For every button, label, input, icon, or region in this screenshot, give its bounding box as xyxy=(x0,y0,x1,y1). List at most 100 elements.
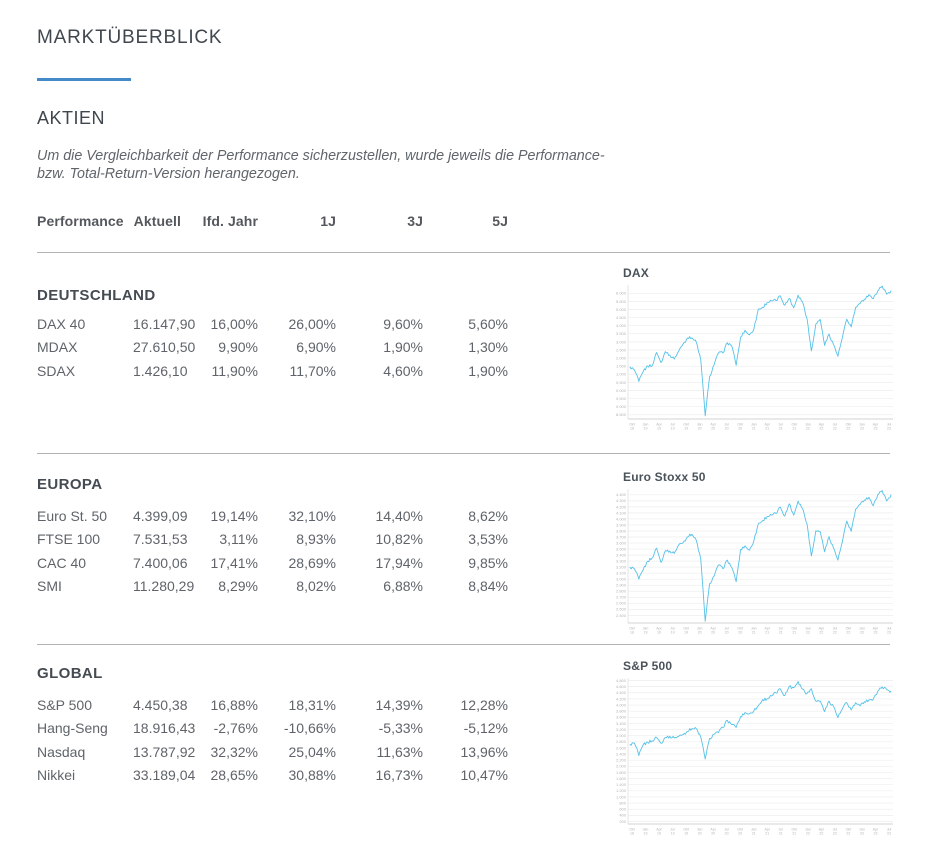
row-value: 13.787,92 xyxy=(133,743,196,760)
svg-text:1.400: 1.400 xyxy=(616,782,627,787)
title-accent-underline xyxy=(37,78,131,81)
table-row: S&P 500 4.450,38 16,88% 18,31% 14,39% 12,28% xyxy=(37,693,508,717)
row-value: 32,32% xyxy=(210,743,258,760)
svg-text:1.000: 1.000 xyxy=(616,794,627,799)
separator-line xyxy=(37,644,890,645)
svg-text:800: 800 xyxy=(619,800,626,805)
svg-text:16.000: 16.000 xyxy=(616,291,627,296)
table-group-europa: Euro St. 50 4.399,09 19,14% 32,10% 14,40% 8,6… xyxy=(37,504,508,598)
disclaimer-line-2: bzw. Total-Return-Version herangezogen. xyxy=(37,166,300,182)
svg-text:10.500: 10.500 xyxy=(616,380,627,385)
section-heading-aktien: AKTIEN xyxy=(37,108,106,128)
table-row: MDAX 27.610,50 9,90% 6,90% 1,90% 1,30% xyxy=(37,336,508,360)
row-label: Nikkei xyxy=(37,767,76,784)
row-value: 7.400,06 xyxy=(133,554,188,571)
table-row: Euro St. 50 4.399,09 19,14% 32,10% 14,40% 8,6… xyxy=(37,504,508,528)
row-label: Euro St. 50 xyxy=(37,507,108,524)
row-label: Hang-Seng xyxy=(37,720,108,737)
row-value: 6,90% xyxy=(296,339,336,356)
svg-text:3.200: 3.200 xyxy=(616,727,627,732)
svg-text:1.800: 1.800 xyxy=(616,770,627,775)
svg-text:2.600: 2.600 xyxy=(616,745,627,750)
row-value: 4.450,38 xyxy=(133,696,188,713)
table-row: Nikkei 33.189,04 28,65% 30,88% 16,73% 10,47% xyxy=(37,764,508,788)
svg-text:4.800: 4.800 xyxy=(616,678,627,683)
svg-text:400: 400 xyxy=(619,813,626,818)
row-value: 1.426,10 xyxy=(133,362,188,379)
svg-text:8.500: 8.500 xyxy=(616,412,627,417)
row-value: 16,00% xyxy=(210,315,258,332)
row-label: FTSE 100 xyxy=(37,531,101,548)
row-label: MDAX xyxy=(37,339,78,356)
group-name-europa: EUROPA xyxy=(37,476,103,493)
table-group-global: S&P 500 4.450,38 16,88% 18,31% 14,39% 12,28% H… xyxy=(37,693,508,787)
separator-line xyxy=(37,252,890,253)
row-value: 33.189,04 xyxy=(133,767,196,784)
row-value: 17,41% xyxy=(210,554,258,571)
row-value: 10,82% xyxy=(375,531,423,548)
svg-text:2.700: 2.700 xyxy=(616,595,627,600)
row-value: 1,30% xyxy=(468,339,508,356)
row-label: Nasdaq xyxy=(37,743,86,760)
row-value: 27.610,50 xyxy=(133,339,196,356)
table-row: DAX 40 16.147,90 16,00% 26,00% 9,60% 5,60% xyxy=(37,312,508,336)
chart-dax: DAX 16.000 15.500 15.000 14.500 14.000 13.500… xyxy=(616,266,906,435)
svg-text:2.400: 2.400 xyxy=(616,613,627,618)
row-value: 8,84% xyxy=(468,578,508,595)
svg-text:200: 200 xyxy=(619,819,626,824)
svg-text:2.400: 2.400 xyxy=(616,751,627,756)
row-value: 8,02% xyxy=(296,578,336,595)
svg-text:15.500: 15.500 xyxy=(616,299,627,304)
svg-text:4.200: 4.200 xyxy=(616,504,627,509)
row-value: 26,00% xyxy=(288,315,336,332)
table-row: FTSE 100 7.531,53 3,11% 8,93% 10,82% 3,53% xyxy=(37,528,508,552)
svg-text:2.500: 2.500 xyxy=(616,607,627,612)
row-value: 30,88% xyxy=(288,767,336,784)
row-value: 28,69% xyxy=(288,554,336,571)
svg-text:3.900: 3.900 xyxy=(616,522,627,527)
svg-text:3.600: 3.600 xyxy=(616,715,627,720)
row-label: DAX 40 xyxy=(37,315,86,332)
row-value: 8,93% xyxy=(296,531,336,548)
row-value: 11.280,29 xyxy=(133,578,195,595)
svg-text:600: 600 xyxy=(619,807,626,812)
svg-text:13.000: 13.000 xyxy=(616,339,627,344)
svg-text:2.900: 2.900 xyxy=(616,583,627,588)
svg-text:2.200: 2.200 xyxy=(616,758,627,763)
svg-text:4.000: 4.000 xyxy=(616,516,627,521)
svg-text:3.400: 3.400 xyxy=(616,721,627,726)
svg-text:14.500: 14.500 xyxy=(616,315,627,320)
table-row: Nasdaq 13.787,92 32,32% 25,04% 11,63% 13,96% xyxy=(37,740,508,764)
svg-text:11.000: 11.000 xyxy=(616,372,627,377)
row-value: 10,47% xyxy=(460,767,508,784)
